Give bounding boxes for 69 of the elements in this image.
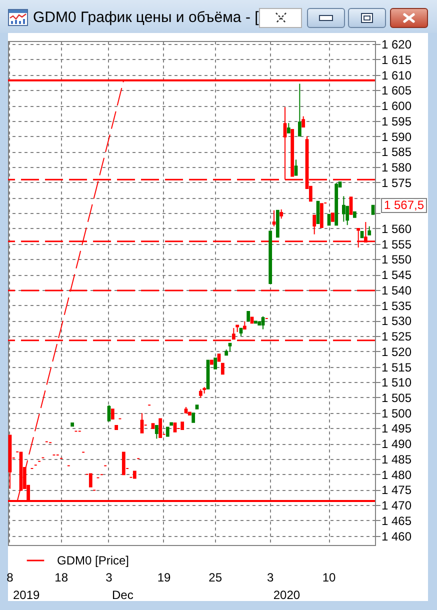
y-tick-label: 1 525 (382, 330, 412, 344)
candlestick (158, 418, 162, 438)
y-tick-label: 1 610 (382, 68, 412, 82)
y-tick-label: 1 510 (382, 376, 412, 390)
y-tick-label: 1 520 (382, 344, 412, 359)
y-tick-label: 1 560 (382, 222, 412, 236)
candlestick (214, 358, 218, 370)
y-tick-label: 1 495 (382, 422, 412, 436)
y-tick-label: 1 540 (382, 283, 412, 298)
y-tick-label: 1 475 (382, 483, 412, 498)
y-tick-label: 1 615 (382, 52, 412, 67)
x-tick-label: 8 (6, 570, 14, 584)
candlestick (192, 412, 196, 423)
y-tick-label: 1 505 (382, 390, 412, 405)
y-tick-label: 1 470 (382, 498, 412, 513)
y-tick-label: 1 595 (382, 114, 412, 128)
chart-title: GDM0 График цены и объёма - [ (33, 8, 259, 27)
y-tick-label: 1 515 (382, 360, 412, 374)
y-tick-label: 1 490 (382, 437, 412, 452)
legend-label: GDM0 [Price] (57, 554, 130, 568)
text: 1 567,5 (384, 198, 424, 212)
text: Dec (112, 588, 134, 602)
candlestick (232, 328, 236, 340)
y-tick-label: 1 480 (382, 468, 412, 482)
y-tick-label: 1 580 (382, 160, 412, 174)
x-tick-label: 3 (106, 570, 113, 584)
y-tick-label: 1 535 (382, 298, 412, 313)
candlestick (88, 473, 92, 488)
y-tick-label: 1 545 (382, 268, 412, 282)
candlestick (107, 404, 111, 422)
y-tick-label: 1 575 (382, 176, 412, 190)
x-tick-label: 19 (157, 570, 171, 584)
text: 2020 (273, 588, 300, 602)
x-tick-label: 10 (322, 570, 336, 584)
x-tick-label: 25 (208, 570, 222, 584)
y-tick-label: 1 555 (382, 237, 412, 252)
y-tick-label: 1 620 (382, 38, 412, 52)
candlestick (280, 208, 284, 220)
candlestick (316, 200, 320, 224)
candlestick (272, 210, 276, 227)
y-tick-label: 1 485 (382, 452, 412, 466)
y-tick-label: 1 550 (382, 252, 412, 267)
candlestick (122, 452, 126, 476)
y-tick-label: 1 500 (382, 406, 412, 420)
candlestick (294, 159, 298, 176)
y-tick-label: 1 585 (382, 145, 412, 160)
candlestick (327, 214, 331, 226)
candlestick (320, 203, 324, 228)
y-tick-label: 1 465 (382, 514, 412, 528)
candlestick (110, 408, 114, 420)
candlestick (286, 122, 290, 134)
candlestick (220, 362, 224, 375)
y-tick-label: 1 460 (382, 529, 412, 544)
y-tick-label: 1 600 (382, 99, 412, 114)
y-tick-label: 1 605 (382, 84, 412, 98)
candlestick (261, 316, 265, 330)
candlestick (349, 196, 353, 215)
y-tick-label: 1 530 (382, 314, 412, 328)
y-tick-label: 1 590 (382, 130, 412, 144)
candlestick (302, 116, 306, 128)
x-tick-label: 3 (267, 570, 274, 584)
candlestick (154, 424, 158, 440)
candlestick (140, 412, 144, 434)
candlestick (298, 83, 302, 136)
candlestick (246, 310, 250, 322)
x-tick-label: 18 (54, 570, 68, 584)
text: 2019 (12, 588, 40, 602)
candlestick (342, 196, 346, 222)
candlestick (312, 214, 316, 235)
